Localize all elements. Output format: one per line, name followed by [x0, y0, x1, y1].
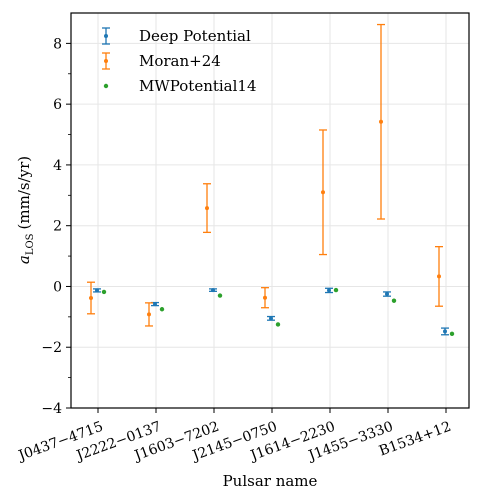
data-point — [89, 296, 93, 301]
y-tick-label: 6 — [53, 97, 62, 113]
data-point — [217, 293, 223, 298]
data-point — [391, 298, 397, 303]
plot-area-frame — [70, 12, 470, 409]
legend: Deep Potential Moran+24 MWPotential14 — [102, 27, 257, 95]
y-tick-label: 8 — [53, 36, 62, 52]
legend-marker-point — [104, 34, 108, 38]
y-tick-label: −2 — [41, 340, 62, 356]
data-point — [269, 316, 273, 321]
data-point — [159, 307, 165, 312]
legend-marker-point — [104, 59, 108, 63]
data-point — [205, 206, 209, 211]
data-point — [333, 287, 339, 293]
data-point — [101, 289, 107, 295]
data-point — [263, 295, 267, 300]
data-point — [327, 288, 331, 293]
legend-marker-point — [103, 83, 109, 89]
y-axis-label-sub: LOS — [25, 233, 36, 255]
x-axis-label: Pulsar name — [223, 472, 318, 490]
legend-label-deep-potential: Deep Potential — [139, 27, 251, 45]
y-axis-label-unit: (mm/s/yr) — [15, 156, 33, 230]
data-point — [385, 292, 389, 297]
data-point — [449, 331, 455, 337]
legend-label-mwpotential14: MWPotential14 — [139, 77, 257, 95]
data-point — [211, 288, 215, 293]
data-point — [437, 274, 441, 279]
grid-lines — [71, 13, 469, 409]
data-point — [379, 119, 383, 124]
data-point — [153, 302, 157, 307]
y-axis-label: aLOS (mm/s/yr) — [15, 156, 36, 264]
data-point — [95, 288, 99, 293]
x-axis-ticks: J0437−4715J2222−0137J1603−7202J2145−0750… — [15, 408, 453, 465]
y-tick-label: 0 — [53, 279, 62, 295]
error-bars — [87, 23, 455, 337]
data-point — [275, 322, 281, 327]
y-axis-label-main: a — [15, 255, 33, 264]
y-tick-label: 2 — [53, 219, 62, 235]
data-point — [443, 329, 447, 334]
legend-label-moran24: Moran+24 — [139, 52, 221, 70]
y-axis-ticks: −4 −2 0 2 4 6 8 — [41, 36, 71, 417]
data-point — [321, 190, 325, 195]
y-tick-label: 4 — [53, 158, 62, 174]
y-tick-label: −4 — [41, 401, 62, 417]
data-point — [147, 312, 151, 317]
